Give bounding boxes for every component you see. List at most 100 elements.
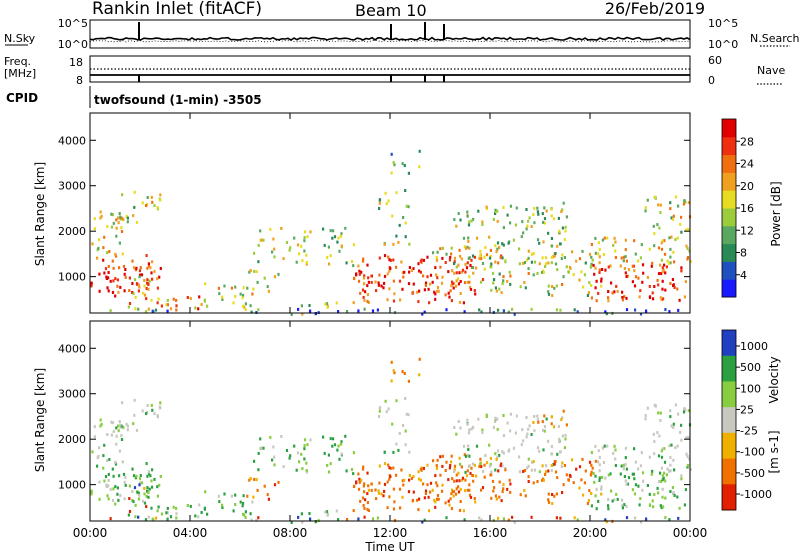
heatmap-cell <box>680 423 683 427</box>
heatmap-cell <box>159 401 162 405</box>
heatmap-cell <box>625 259 628 263</box>
heatmap-cell <box>141 201 144 205</box>
heatmap-cell <box>502 451 505 455</box>
heatmap-cell <box>121 252 124 256</box>
heatmap-cell <box>153 412 156 416</box>
heatmap-cell <box>122 217 125 221</box>
heatmap-cell <box>418 269 421 273</box>
heatmap-cell <box>383 450 386 454</box>
heatmap-cell <box>685 452 688 456</box>
heatmap-cell <box>303 444 306 447</box>
power-colorbar-swatch <box>722 279 736 298</box>
heatmap-cell <box>672 284 675 288</box>
heatmap-cell <box>528 424 531 428</box>
heatmap-cell <box>587 291 590 295</box>
heatmap-cell <box>458 479 461 483</box>
heatmap-cell <box>614 256 617 259</box>
heatmap-cell <box>663 252 667 256</box>
heatmap-cell <box>683 503 686 507</box>
heatmap-cell <box>468 246 471 250</box>
x-tick-label: 00:00 <box>673 526 708 540</box>
heatmap-cell <box>660 247 664 251</box>
heatmap-cell <box>421 520 424 524</box>
heatmap-cell <box>533 221 536 225</box>
heatmap-cell <box>444 501 447 505</box>
heatmap-cell <box>428 301 431 305</box>
heatmap-cell <box>646 276 649 279</box>
heatmap-cell <box>133 486 137 490</box>
heatmap-cell <box>496 427 499 431</box>
heatmap-cell <box>126 220 129 224</box>
heatmap-cell <box>303 239 306 243</box>
heatmap-cell <box>392 258 395 262</box>
heatmap-cell <box>469 471 472 475</box>
heatmap-cell <box>131 467 134 471</box>
heatmap-cell <box>273 255 276 259</box>
heatmap-cell <box>366 507 369 511</box>
heatmap-cell <box>300 244 303 248</box>
heatmap-cell <box>344 434 347 438</box>
heatmap-cell <box>106 433 109 436</box>
heatmap-cell <box>661 495 664 499</box>
heatmap-cell <box>98 497 101 501</box>
heatmap-cell <box>623 503 626 507</box>
heatmap-cell <box>595 487 598 491</box>
heatmap-cell <box>457 471 460 475</box>
heatmap-cell <box>434 505 437 509</box>
velocity-colorbar-swatch <box>722 355 736 382</box>
heatmap-cell <box>621 506 624 510</box>
heatmap-cell <box>223 284 226 288</box>
heatmap-cell <box>402 483 405 487</box>
heatmap-cell <box>594 474 597 478</box>
heatmap-cell <box>538 262 541 266</box>
heatmap-cell <box>634 483 638 487</box>
heatmap-cell <box>492 425 495 429</box>
heatmap-cell <box>657 411 660 415</box>
heatmap-cell <box>452 490 456 494</box>
heatmap-cell <box>117 498 120 502</box>
heatmap-cell <box>626 274 630 278</box>
heatmap-cell <box>601 476 604 479</box>
heatmap-cell <box>114 252 117 256</box>
heatmap-cell <box>558 437 561 441</box>
heatmap-cell <box>353 277 356 280</box>
heatmap-cell <box>627 268 631 272</box>
heatmap-cell <box>408 270 411 274</box>
heatmap-cell <box>502 483 505 487</box>
heatmap-cell <box>665 265 668 269</box>
heatmap-cell <box>329 254 332 258</box>
heatmap-cell <box>461 270 464 274</box>
heatmap-cell <box>565 473 568 477</box>
heatmap-cell <box>473 289 476 292</box>
heatmap-cell <box>677 412 680 416</box>
heatmap-cell <box>418 477 421 481</box>
heatmap-cell <box>652 432 655 436</box>
heatmap-cell <box>527 457 530 461</box>
heatmap-cell <box>393 163 396 167</box>
heatmap-cell <box>460 465 463 469</box>
heatmap-cell <box>218 292 221 296</box>
heatmap-cell <box>93 217 96 221</box>
heatmap-cell <box>329 462 332 466</box>
heatmap-cell <box>234 295 237 298</box>
heatmap-cell <box>680 269 683 273</box>
heatmap-cell <box>153 477 156 481</box>
heatmap-cell <box>550 237 553 240</box>
heatmap-cell <box>150 506 153 510</box>
heatmap-cell <box>631 280 634 284</box>
heatmap-cell <box>223 492 226 496</box>
heatmap-cell <box>117 290 120 294</box>
heatmap-cell <box>619 264 622 268</box>
heatmap-cell <box>552 425 556 429</box>
heatmap-cell <box>432 251 435 255</box>
heatmap-cell <box>653 285 656 288</box>
heatmap-cell <box>572 481 575 485</box>
heatmap-cell <box>303 230 307 234</box>
heatmap-cell <box>496 219 499 223</box>
heatmap-cell <box>410 477 413 480</box>
heatmap-cell <box>668 236 671 240</box>
heatmap-cell <box>119 215 122 219</box>
heatmap-cell <box>469 287 473 291</box>
heatmap-cell <box>668 469 671 473</box>
heatmap-cell <box>639 497 642 501</box>
